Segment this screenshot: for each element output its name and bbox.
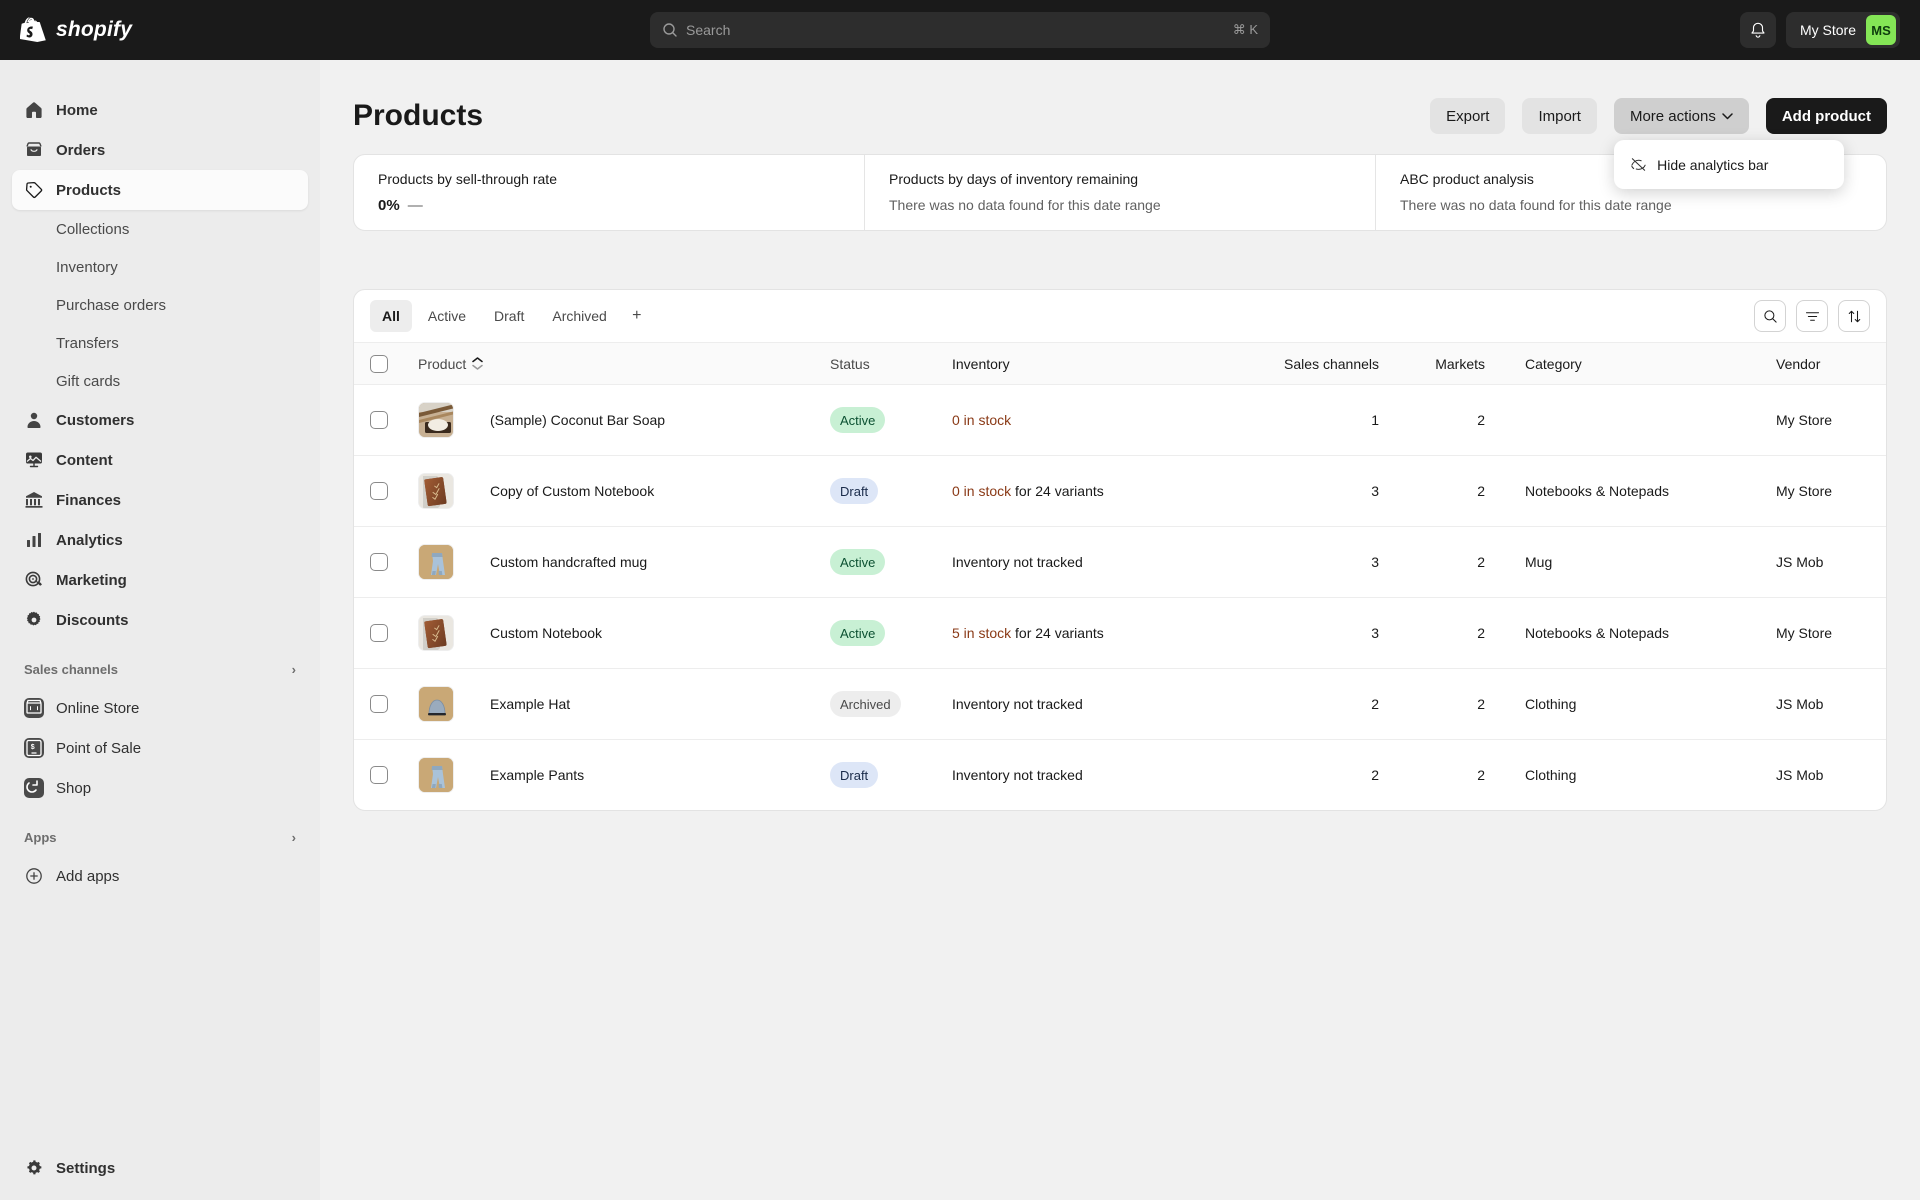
svg-text:$: $ <box>31 744 35 751</box>
